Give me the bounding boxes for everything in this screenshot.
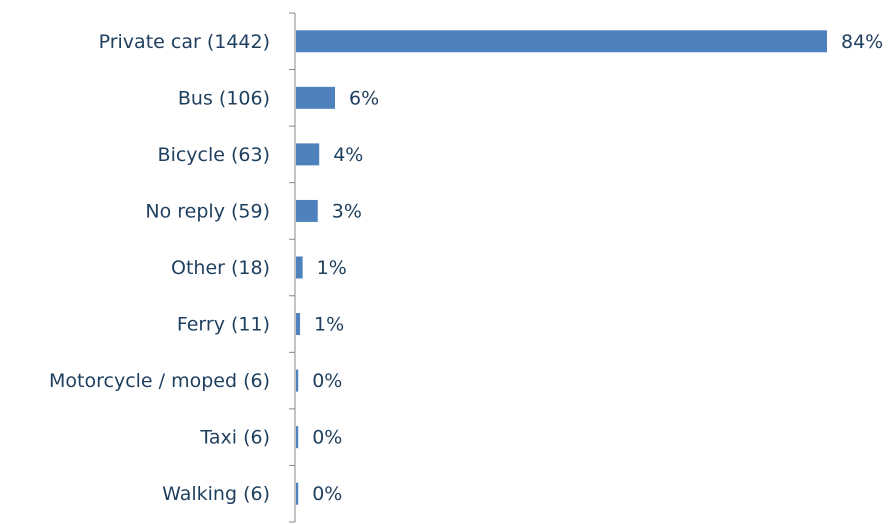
category-label: Bicycle (63) [158,144,270,166]
bar [296,86,336,109]
data-label: 0% [312,483,342,505]
bar [296,369,299,392]
bar [296,256,303,279]
data-label: 6% [349,87,379,109]
bar [296,143,320,166]
bar [296,426,299,449]
category-label: No reply (59) [145,200,270,222]
data-label: 1% [314,314,344,336]
bar [296,30,827,53]
data-label: 84% [841,31,883,53]
data-label: 4% [333,144,363,166]
category-label: Private car (1442) [99,31,270,53]
data-label: 1% [317,257,347,279]
bar [296,313,301,336]
category-label: Walking (6) [162,483,270,505]
data-label: 0% [312,370,342,392]
category-label: Bus (106) [178,87,270,109]
category-label: Ferry (11) [177,314,270,336]
bar [296,199,318,222]
category-label: Other (18) [171,257,270,279]
category-label: Motorcycle / moped (6) [49,370,270,392]
bar [296,482,299,505]
category-label: Taxi (6) [199,427,270,449]
data-label: 0% [312,427,342,449]
data-label: 3% [332,200,362,222]
